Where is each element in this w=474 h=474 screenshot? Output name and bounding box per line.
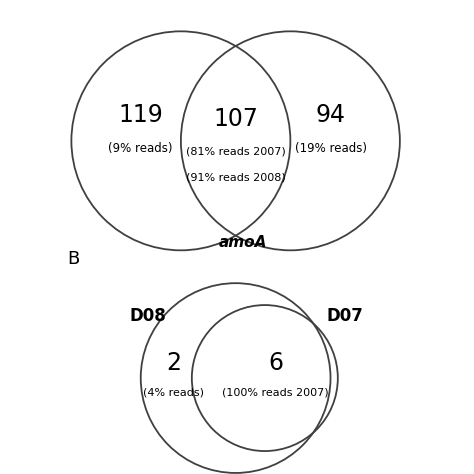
Text: 119: 119	[118, 103, 163, 128]
Text: (4% reads): (4% reads)	[143, 388, 204, 398]
Text: (9% reads): (9% reads)	[109, 142, 173, 155]
Text: 2: 2	[166, 351, 181, 375]
Text: (91% reads 2008): (91% reads 2008)	[186, 173, 285, 182]
Text: D08: D08	[130, 307, 166, 325]
Text: D07: D07	[327, 307, 364, 325]
Text: amoA: amoA	[219, 235, 267, 250]
Text: (81% reads 2007): (81% reads 2007)	[186, 147, 285, 157]
Text: B: B	[68, 250, 80, 268]
Text: (19% reads): (19% reads)	[294, 142, 366, 155]
Text: 107: 107	[213, 107, 258, 131]
Text: (100% reads 2007): (100% reads 2007)	[222, 388, 329, 398]
Text: 94: 94	[316, 103, 346, 128]
Text: 6: 6	[268, 351, 283, 375]
